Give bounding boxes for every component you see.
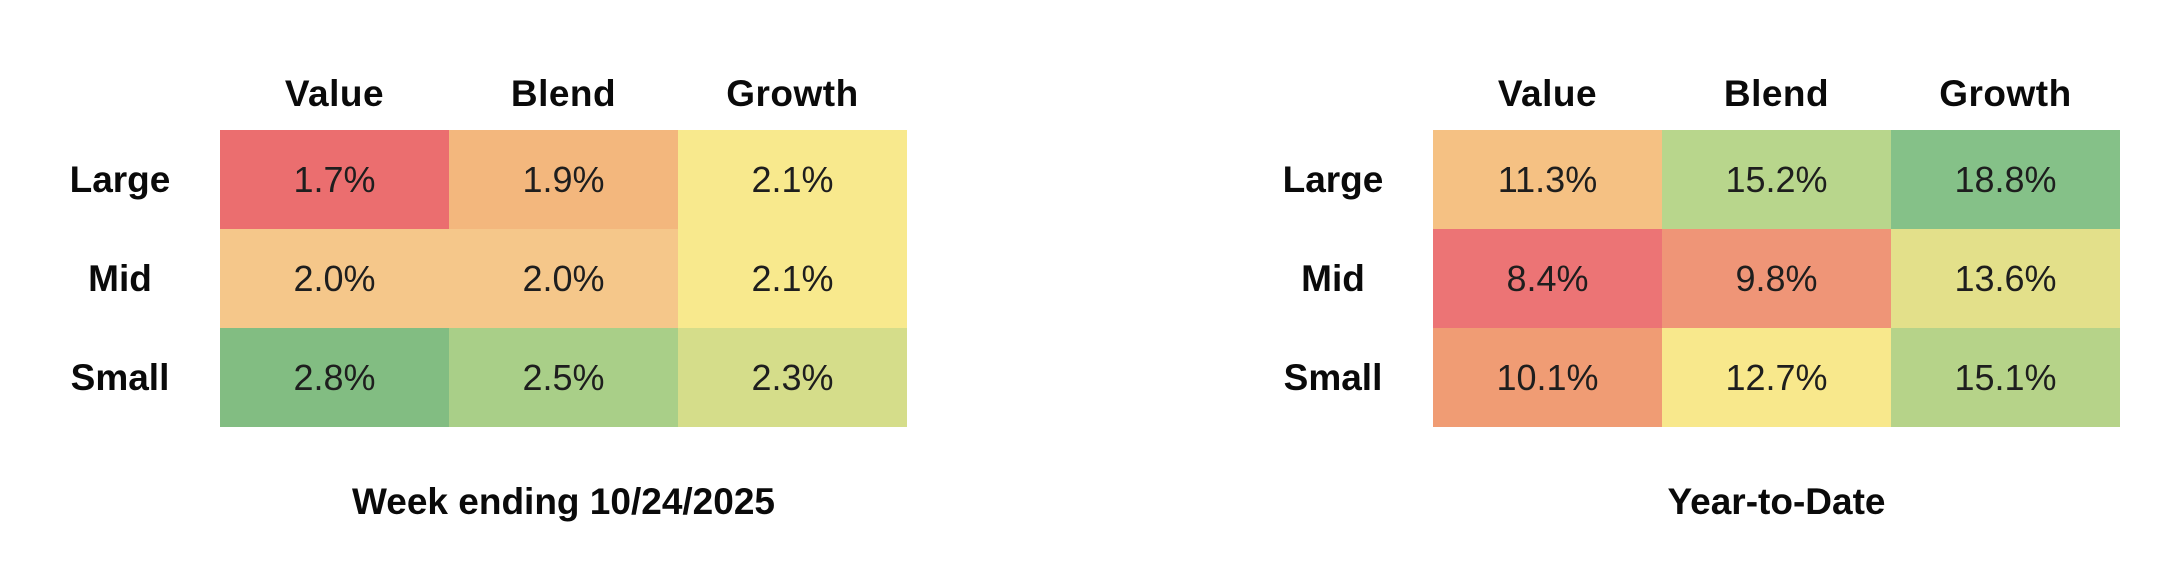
heatmap-cell-mid-blend: 9.8% bbox=[1662, 229, 1891, 328]
caption-ytd: Year-to-Date bbox=[1667, 481, 1886, 522]
column-header-growth: Growth bbox=[726, 73, 859, 114]
row-label-large: Large bbox=[1233, 130, 1433, 229]
corner-spacer bbox=[20, 58, 220, 130]
heatmap-cell-mid-value: 8.4% bbox=[1433, 229, 1662, 328]
stylebox-ytd: Value Blend Growth Large 11.3% 15.2% 18.8% Mid 8… bbox=[1233, 58, 2120, 523]
heatmap-cell-small-growth: 2.3% bbox=[678, 328, 907, 427]
heatmap-cell-large-growth: 2.1% bbox=[678, 130, 907, 229]
heatmap-cell-large-value: 1.7% bbox=[220, 130, 449, 229]
row-label-small: Small bbox=[20, 328, 220, 427]
heatmap-cell-small-value: 2.8% bbox=[220, 328, 449, 427]
heatmap-cell-mid-blend: 2.0% bbox=[449, 229, 678, 328]
heatmap-cell-large-blend: 15.2% bbox=[1662, 130, 1891, 229]
heatmap-cell-small-blend: 2.5% bbox=[449, 328, 678, 427]
heatmap-grid-weekly: Value Blend Growth Large 1.7% 1.9% 2.1% Mid 2.0%… bbox=[20, 58, 907, 427]
column-header-blend: Blend bbox=[1723, 73, 1830, 114]
heatmap-cell-large-blend: 1.9% bbox=[449, 130, 678, 229]
row-label-mid: Mid bbox=[20, 229, 220, 328]
row-label-small: Small bbox=[1233, 328, 1433, 427]
row-label-large: Large bbox=[20, 130, 220, 229]
heatmap-cell-small-growth: 15.1% bbox=[1891, 328, 2120, 427]
heatmap-cell-mid-growth: 2.1% bbox=[678, 229, 907, 328]
caption-weekly: Week ending 10/24/2025 bbox=[352, 481, 775, 522]
corner-spacer bbox=[1233, 58, 1433, 130]
heatmap-cell-mid-value: 2.0% bbox=[220, 229, 449, 328]
column-header-value: Value bbox=[284, 73, 385, 114]
heatmap-cell-mid-growth: 13.6% bbox=[1891, 229, 2120, 328]
stylebox-weekly: Value Blend Growth Large 1.7% 1.9% 2.1% Mid 2.0%… bbox=[20, 58, 907, 523]
column-header-growth: Growth bbox=[1939, 73, 2072, 114]
heatmap-grid-ytd: Value Blend Growth Large 11.3% 15.2% 18.8% Mid 8… bbox=[1233, 58, 2120, 427]
heatmap-cell-small-value: 10.1% bbox=[1433, 328, 1662, 427]
column-header-value: Value bbox=[1497, 73, 1598, 114]
heatmap-cell-large-growth: 18.8% bbox=[1891, 130, 2120, 229]
row-label-mid: Mid bbox=[1233, 229, 1433, 328]
heatmap-cell-small-blend: 12.7% bbox=[1662, 328, 1891, 427]
column-header-blend: Blend bbox=[510, 73, 617, 114]
heatmap-cell-large-value: 11.3% bbox=[1433, 130, 1662, 229]
